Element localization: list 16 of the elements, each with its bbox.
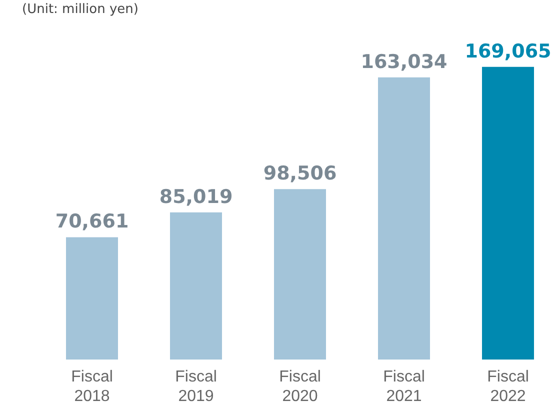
x-tick-label: Fiscal 2022 [487, 368, 529, 405]
text: (Unit: million yen) [22, 2, 138, 17]
data-label: 85,019 [159, 186, 233, 208]
x-tick-label: Fiscal 2019 [175, 368, 217, 405]
bar [482, 66, 534, 360]
data-label: 98,506 [263, 162, 337, 185]
data-label: 169,065 [464, 40, 552, 62]
x-tick-label: Fiscal 2018 [71, 368, 113, 405]
bar [66, 237, 118, 360]
bar [378, 77, 430, 360]
x-tick-label: Fiscal 2021 [383, 368, 425, 405]
bar [170, 212, 222, 360]
data-label: 163,034 [360, 50, 448, 73]
data-label: 70,661 [55, 210, 129, 233]
bar [274, 189, 326, 360]
x-tick-label: Fiscal 2020 [279, 368, 321, 405]
